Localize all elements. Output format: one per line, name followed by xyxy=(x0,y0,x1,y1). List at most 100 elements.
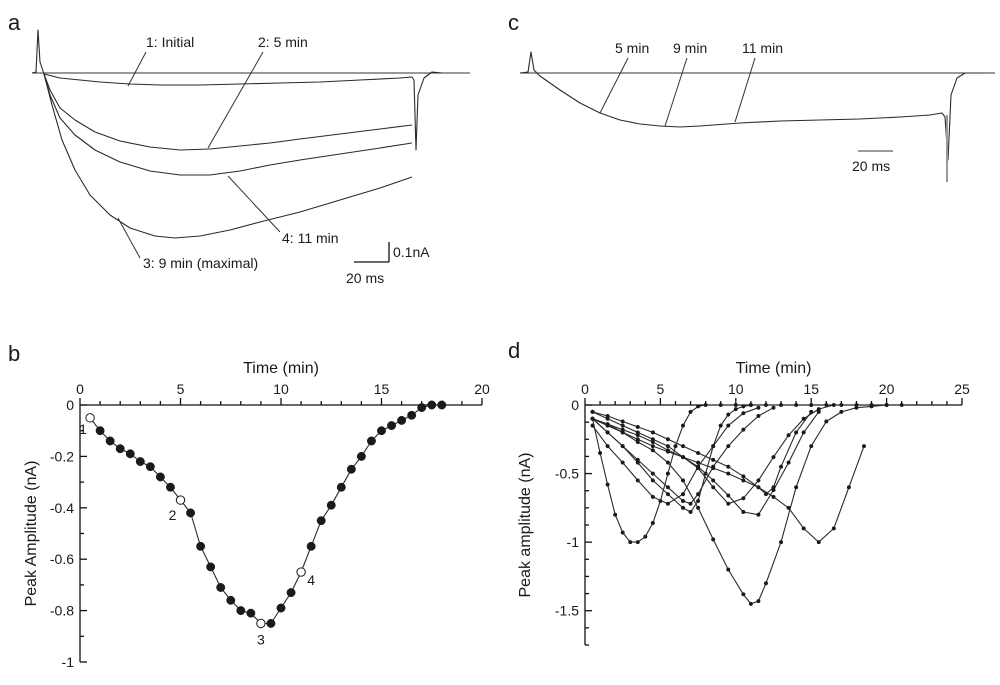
data-point xyxy=(635,540,640,545)
label-c-11min: 11 min xyxy=(742,40,783,56)
data-point xyxy=(155,472,165,482)
data-point xyxy=(665,501,670,506)
data-point xyxy=(718,402,723,408)
trace-11min xyxy=(43,73,413,176)
data-point xyxy=(688,409,693,414)
data-point xyxy=(605,482,610,487)
data-point xyxy=(884,402,889,408)
data-point xyxy=(771,485,776,490)
pointer-11min xyxy=(227,175,281,233)
x-axis-title: Time (min) xyxy=(736,360,812,377)
data-point xyxy=(665,471,670,476)
data-point xyxy=(801,526,806,531)
data-point xyxy=(336,482,346,492)
data-point xyxy=(417,403,427,413)
data-point xyxy=(756,405,761,410)
y-tick-label: -0.5 xyxy=(555,466,579,482)
data-point xyxy=(741,509,746,515)
series-line xyxy=(592,411,820,516)
panel-a: a 1: Initial 2: 5 min 3: 9 min (maximal)… xyxy=(8,10,470,286)
pointer-5min xyxy=(207,51,264,149)
data-point xyxy=(620,423,625,428)
data-point xyxy=(680,423,686,428)
data-point xyxy=(377,426,386,436)
data-point xyxy=(286,588,296,598)
data-point xyxy=(794,402,799,408)
data-point xyxy=(605,444,610,449)
chart-d: 0 5 10 15 20 25 0 -0.5 -1 -1.5 Time (min) Peak ampl… xyxy=(517,360,970,646)
data-point xyxy=(831,526,836,531)
x-tick-label: 20 xyxy=(474,381,490,397)
data-point xyxy=(763,581,769,586)
data-point xyxy=(824,419,829,424)
data-point xyxy=(635,424,640,429)
data-point xyxy=(748,402,753,408)
data-point xyxy=(650,448,655,453)
data-point xyxy=(236,606,246,616)
data-point xyxy=(196,541,206,551)
data-point xyxy=(145,462,155,472)
data-point xyxy=(620,530,625,535)
trace-5min xyxy=(43,73,413,151)
trace-overlay xyxy=(519,51,985,161)
data-point xyxy=(620,419,625,424)
data-point xyxy=(276,603,286,613)
pointer-initial xyxy=(127,51,147,87)
data-point xyxy=(696,498,701,504)
data-point xyxy=(628,540,633,545)
data-point xyxy=(816,540,821,545)
data-point xyxy=(613,512,618,517)
scale-time-label: 20 ms xyxy=(346,270,384,286)
data-point xyxy=(266,619,276,628)
data-point xyxy=(831,402,836,408)
data-point xyxy=(590,416,595,421)
panel-letter-c: c xyxy=(508,10,519,35)
data-point xyxy=(397,415,407,425)
data-point xyxy=(718,423,723,428)
data-point xyxy=(741,411,746,416)
x-tick-label: 25 xyxy=(954,381,970,397)
data-point xyxy=(115,444,125,454)
data-point xyxy=(786,460,791,465)
data-point xyxy=(839,409,844,414)
data-point xyxy=(726,493,731,498)
data-point xyxy=(326,500,336,510)
data-point xyxy=(673,444,678,449)
data-point xyxy=(741,404,746,409)
y-tick-label: -0.4 xyxy=(50,500,74,516)
data-point xyxy=(125,449,135,459)
y-tick-label: -1.5 xyxy=(555,603,579,619)
data-point xyxy=(605,430,610,435)
data-point xyxy=(726,412,731,417)
x-tick-label: 5 xyxy=(177,381,185,397)
data-point xyxy=(696,450,701,456)
series-line xyxy=(89,404,442,625)
data-point xyxy=(741,427,746,432)
y-tick-label: 0 xyxy=(571,397,579,413)
data-point xyxy=(688,501,693,506)
x-tick-label: 0 xyxy=(581,381,589,397)
data-point xyxy=(794,430,799,435)
data-point xyxy=(726,423,731,428)
data-point xyxy=(801,416,806,421)
data-point xyxy=(869,404,874,409)
data-point-open xyxy=(296,567,306,577)
data-point xyxy=(741,478,746,483)
series-line xyxy=(592,404,751,513)
data-point xyxy=(620,444,625,449)
data-point xyxy=(899,402,904,408)
data-point xyxy=(733,407,738,412)
data-point xyxy=(816,409,821,414)
data-point xyxy=(680,492,686,497)
data-point-open xyxy=(85,413,95,423)
point-label: 1 xyxy=(79,421,87,437)
x-tick-label: 10 xyxy=(728,381,744,397)
data-point xyxy=(665,448,670,453)
data-point xyxy=(771,494,776,499)
pointer-c-5min xyxy=(599,57,629,114)
data-point xyxy=(650,471,655,476)
data-point xyxy=(635,433,640,438)
scale-current-label: 0.1nA xyxy=(393,244,430,260)
data-point xyxy=(246,608,256,618)
